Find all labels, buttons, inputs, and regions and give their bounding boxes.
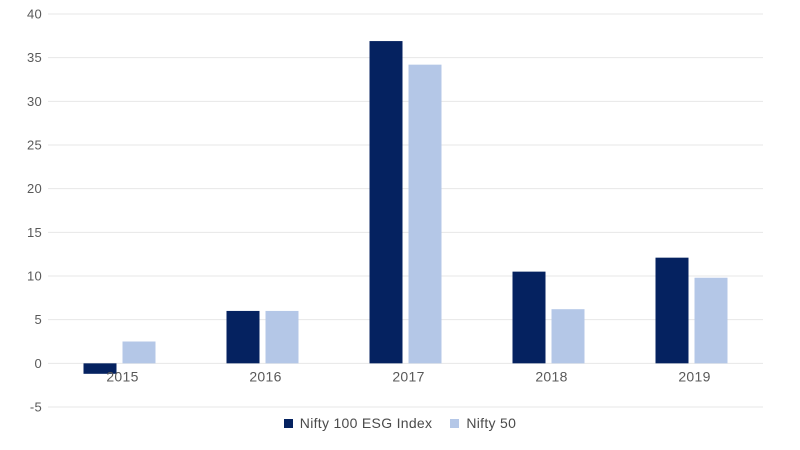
y-axis-tick-label: 5 (34, 312, 42, 327)
y-axis-tick-label: 25 (27, 138, 42, 153)
legend-swatch (283, 418, 293, 428)
legend-swatch (450, 418, 460, 428)
bar-2019-esg-index (655, 257, 689, 364)
bar-2015-nifty-50 (122, 341, 156, 364)
y-axis-tick-label: 20 (27, 181, 42, 196)
legend-item: Nifty 50 (450, 415, 516, 431)
bar-2015-esg-index (83, 363, 117, 374)
x-axis-tick-label: 2016 (249, 368, 281, 384)
bar-2017-nifty-50 (408, 64, 442, 364)
x-axis-tick-label: 2017 (392, 368, 424, 384)
x-axis-tick-label: 2019 (678, 368, 710, 384)
bar-2018-nifty-50 (551, 309, 585, 364)
legend-label: Nifty 100 ESG Index (299, 415, 433, 431)
x-axis-tick-label: 2015 (106, 368, 138, 384)
bar-2017-esg-index (369, 41, 403, 364)
legend-label: Nifty 50 (466, 415, 517, 431)
y-axis-tick-label: 10 (27, 269, 42, 284)
x-axis-tick-label: 2018 (535, 368, 567, 384)
y-axis-tick-label: 0 (34, 356, 42, 371)
y-axis-tick-label: 30 (27, 94, 42, 109)
bar-2019-nifty-50 (694, 277, 728, 364)
y-axis-tick-label: -5 (30, 400, 42, 415)
y-axis-tick-label: 40 (27, 7, 42, 22)
chart-legend: Nifty 100 ESG Index Nifty 50 (0, 415, 800, 431)
bar-2016-esg-index (226, 310, 260, 364)
bar-2016-nifty-50 (265, 310, 299, 364)
y-axis-tick-label: 15 (27, 225, 42, 240)
bar-2018-esg-index (512, 271, 546, 364)
legend-item: Nifty 100 ESG Index (283, 415, 433, 431)
y-axis-tick-label: 35 (27, 50, 42, 65)
